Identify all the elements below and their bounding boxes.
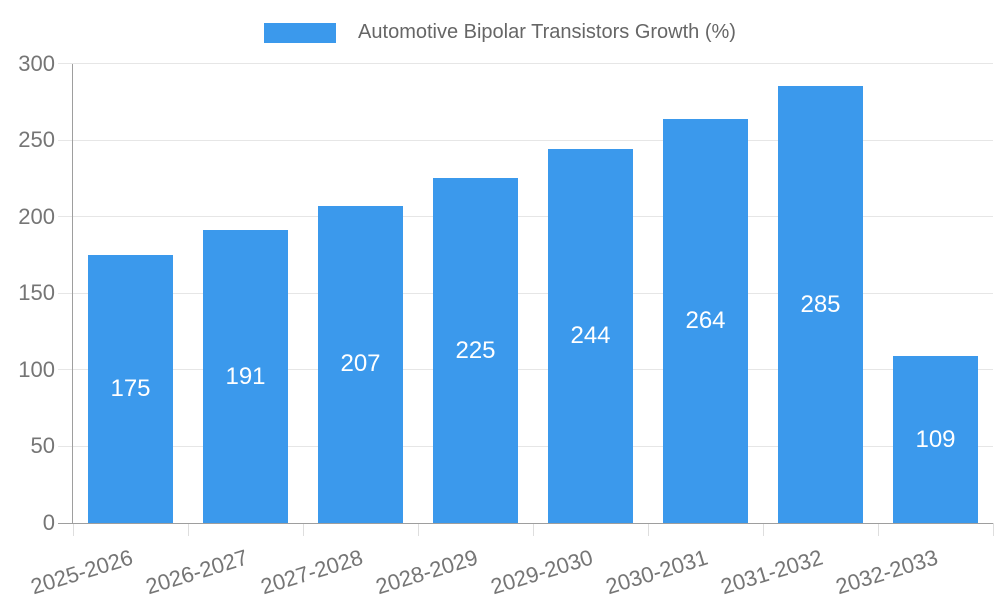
bar[interactable]: 175 (88, 254, 173, 523)
x-tick-label: 2025-2026 (28, 544, 137, 600)
bar-value-label: 285 (800, 290, 841, 318)
legend-label: Automotive Bipolar Transistors Growth (%… (358, 21, 736, 43)
x-axis-tick (877, 523, 879, 536)
gridline (58, 216, 993, 218)
legend-item[interactable]: Automotive Bipolar Transistors Growth (%… (0, 21, 1000, 43)
bar-value-label: 175 (110, 374, 151, 402)
bar[interactable]: 191 (203, 230, 288, 523)
x-axis-tick (532, 523, 534, 536)
bar-value-label: 225 (455, 336, 496, 364)
gridline (58, 292, 993, 294)
x-tick-label: 2026-2027 (143, 544, 252, 600)
bar-value-label: 244 (570, 322, 611, 350)
bar-value-label: 109 (915, 425, 956, 453)
x-tick-label: 2031-2032 (718, 544, 827, 600)
y-tick-label: 50 (30, 433, 55, 459)
x-tick-label: 2032-2033 (833, 544, 942, 600)
y-tick-label: 300 (18, 50, 55, 76)
y-tick-label: 200 (18, 203, 55, 229)
y-tick-label: 0 (42, 510, 55, 535)
y-axis-line (72, 63, 73, 523)
x-axis-tick (72, 523, 74, 536)
legend-swatch (264, 22, 337, 43)
bar[interactable]: 225 (433, 178, 518, 523)
x-axis-line (58, 522, 993, 524)
x-tick-label: 2030-2031 (603, 544, 712, 600)
bar[interactable]: 285 (778, 86, 863, 523)
bar[interactable]: 264 (663, 118, 748, 523)
x-axis-tick (187, 523, 189, 536)
y-tick-label: 250 (18, 127, 55, 153)
gridline (58, 369, 993, 371)
y-tick-label: 150 (18, 280, 55, 306)
x-axis-tick (762, 523, 764, 536)
gridline (58, 63, 993, 64)
x-tick-label: 2029-2030 (488, 544, 597, 600)
bar[interactable]: 244 (548, 149, 633, 523)
bar[interactable]: 109 (893, 356, 978, 523)
gridline (58, 139, 993, 141)
y-tick-label: 100 (18, 356, 55, 382)
bar[interactable]: 207 (318, 205, 403, 523)
bar-value-label: 191 (225, 362, 266, 390)
bar-value-label: 264 (685, 306, 726, 334)
x-axis-tick (647, 523, 649, 536)
x-tick-label: 2027-2028 (258, 544, 367, 600)
x-axis-tick (302, 523, 304, 536)
x-axis-tick (992, 523, 994, 536)
x-tick-label: 2028-2029 (373, 544, 482, 600)
bar-value-label: 207 (340, 350, 381, 378)
gridline (58, 445, 993, 447)
x-axis-tick (417, 523, 419, 536)
